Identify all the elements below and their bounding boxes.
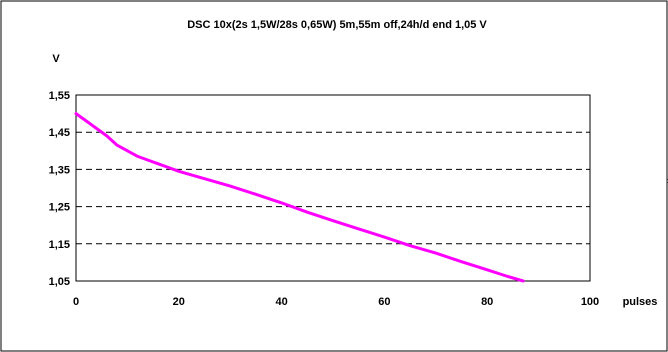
y-tick-label: 1,35	[49, 164, 70, 176]
y-tick-label: 1,45	[49, 127, 70, 139]
x-tick-label: 60	[378, 296, 390, 308]
y-tick-label: 1,15	[49, 239, 70, 251]
x-tick-label: 20	[173, 296, 185, 308]
y-tick-label: 1,55	[49, 90, 70, 102]
x-tick-label: 100	[581, 296, 599, 308]
series-layer	[74, 112, 525, 283]
x-axis-label: pulses	[623, 296, 658, 308]
x-tick-label: 40	[275, 296, 287, 308]
y-tick-labels: 1,05 1,15 1,25 1,35 1,45 1,55	[49, 90, 70, 288]
x-tick-label: 80	[481, 296, 493, 308]
y-tick-label: 1,25	[49, 202, 70, 214]
y-tick-label: 1,05	[49, 276, 70, 288]
x-tick-label: 0	[73, 296, 79, 308]
y-axis-label: V	[52, 53, 60, 65]
edge-mark: F	[666, 178, 668, 187]
plot-area	[75, 94, 591, 282]
series-line-0	[74, 112, 525, 283]
chart-title: DSC 10x(2s 1,5W/28s 0,65W) 5m,55m off,24…	[187, 19, 487, 31]
x-tick-labels: 0 20 40 60 80 100	[73, 296, 599, 308]
grid-lines	[76, 94, 590, 245]
